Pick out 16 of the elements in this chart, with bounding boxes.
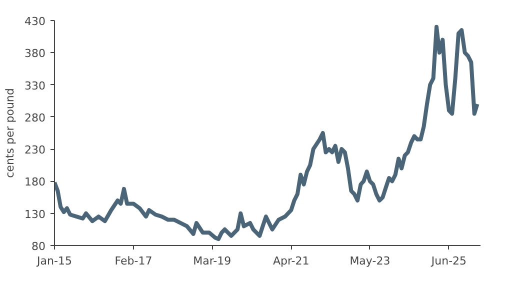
y-tick-label: 330 (24, 79, 46, 92)
y-tick-label: 80 (32, 240, 46, 253)
x-tick-label: Feb-17 (114, 254, 152, 268)
y-tick-label: 380 (24, 47, 46, 60)
y-tick-label: 430 (24, 15, 46, 28)
y-tick-label: 280 (24, 111, 46, 124)
x-tick-label: Apr-21 (272, 254, 310, 268)
line-series (54, 24, 480, 242)
y-axis-title: cents per pound (4, 88, 17, 178)
x-tick-label: Mar-19 (193, 254, 232, 268)
y-tick-label: 130 (24, 208, 46, 221)
y-tick-label: 230 (24, 144, 46, 157)
x-tick-label: Jan-15 (36, 254, 72, 268)
x-tick-label: May-23 (350, 254, 390, 268)
y-tick-label: 180 (24, 176, 46, 189)
x-tick-label: Jun-25 (430, 254, 467, 268)
